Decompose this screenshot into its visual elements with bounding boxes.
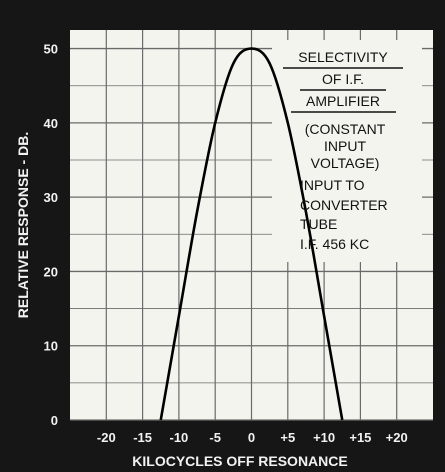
x-tick-label: -5 xyxy=(209,430,221,445)
y-tick-label: 50 xyxy=(44,42,58,57)
x-tick-label: -15 xyxy=(133,430,152,445)
y-tick-label: 30 xyxy=(44,190,58,205)
x-tick-label: 0 xyxy=(248,430,255,445)
y-axis-title: RELATIVE RESPONSE - DB. xyxy=(15,132,31,318)
x-tick-label: +5 xyxy=(280,430,295,445)
x-axis-title: KILOCYCLES OFF RESONANCE xyxy=(132,453,347,469)
chart-subtitle-line-4: INPUT TO xyxy=(300,177,365,193)
chart-subtitle-line-5: CONVERTER xyxy=(300,197,388,213)
chart-title-line-1: SELECTIVITY xyxy=(298,49,388,65)
x-tick-label: -20 xyxy=(97,430,116,445)
chart-subtitle-line-1: (CONSTANT xyxy=(305,121,386,137)
chart-subtitle-line-3: VOLTAGE) xyxy=(311,155,380,171)
chart-subtitle-line-2: INPUT xyxy=(324,138,366,154)
y-tick-label: 20 xyxy=(44,264,58,279)
x-tick-label: +20 xyxy=(386,430,408,445)
y-tick-label: 40 xyxy=(44,116,58,131)
x-tick-label: -10 xyxy=(170,430,189,445)
x-tick-label: +10 xyxy=(313,430,335,445)
chart-subtitle-line-7: I.F. 456 KC xyxy=(300,236,369,252)
x-tick-label: +15 xyxy=(349,430,371,445)
y-tick-label: 0 xyxy=(51,413,58,428)
y-tick-label: 10 xyxy=(44,339,58,354)
chart-title-line-2: OF I.F. xyxy=(322,71,364,87)
chart-subtitle-line-6: TUBE xyxy=(300,216,337,232)
chart-title-line-3: AMPLIFIER xyxy=(306,93,380,109)
